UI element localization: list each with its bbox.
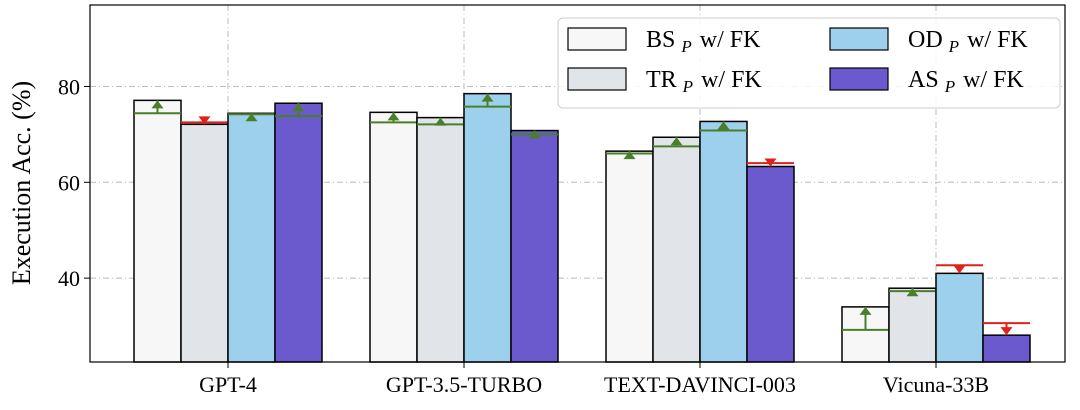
legend-suffix: w/ FK [700,27,761,53]
legend-name: AS [908,67,939,93]
bar [369,111,418,363]
change-arrow-head [859,306,872,315]
legend-subscript: P [948,37,959,56]
bar [463,92,512,363]
legend-name: OD [908,27,943,53]
x-tick-label: Vicuna-33B [883,372,989,397]
change-arrow-head [434,117,447,126]
bar [180,123,229,363]
legend-name: TR [646,67,677,93]
change-arrow-head [151,100,164,109]
bar [652,136,701,363]
change-arrow-head [906,288,919,297]
legend-suffix: w/ FK [701,67,762,93]
y-axis-label: Execution Acc. (%) [7,81,36,285]
bar [133,99,182,363]
change-arrow-head [1000,327,1013,336]
change-arrow-head [387,112,400,121]
bar [888,287,937,363]
bar [605,150,654,363]
legend-subscript: P [944,77,955,96]
legend-swatch [567,67,627,91]
legend-suffix: w/ FK [963,67,1024,93]
x-tick-label: TEXT-DAVINCI-003 [604,372,796,397]
y-tick-label: 40 [58,266,80,291]
change-arrow-head [953,265,966,274]
legend-subscript: P [680,37,691,56]
legend-suffix: w/ FK [967,27,1028,53]
bar [982,334,1031,363]
bar [274,102,323,363]
change-arrow-head [481,93,494,102]
plot-frame [89,4,1066,363]
bar [699,120,748,363]
bar [510,129,559,363]
change-arrow-head [717,121,730,130]
legend-swatch [567,27,627,51]
change-arrow-head [292,103,305,112]
change-arrow-head [670,137,683,146]
bar [935,272,984,363]
change-arrow-head [764,158,777,167]
legend-name: BS [646,27,675,53]
y-tick-label: 80 [58,74,80,99]
change-arrow-head [245,113,258,122]
legend-swatch [829,67,889,91]
bar [416,116,465,363]
x-tick-label: GPT-3.5-TURBO [386,372,542,397]
change-arrow-head [528,130,541,139]
change-arrow-head [623,151,636,160]
x-tick-label: GPT-4 [199,372,257,397]
change-arrow-head [198,116,211,125]
y-tick-label: 60 [58,170,80,195]
legend-box [557,17,1061,109]
legend-swatch [829,27,889,51]
legend-subscript: P [682,77,693,96]
bar [227,112,276,363]
bar [746,165,795,363]
